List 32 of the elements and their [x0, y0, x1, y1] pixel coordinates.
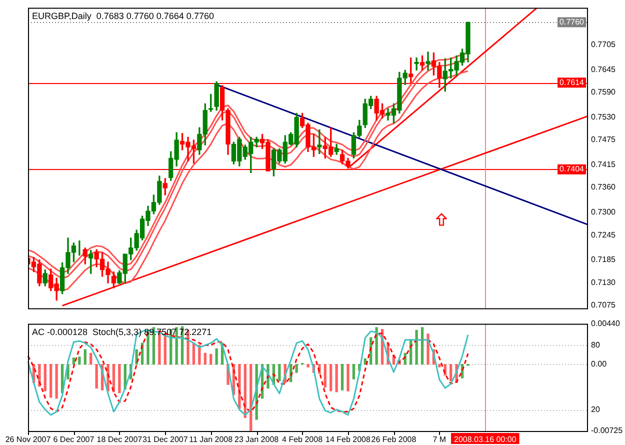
- y-tick-label: 0.00440: [591, 319, 620, 328]
- x-tick-label: 26 Nov 2007: [5, 435, 52, 444]
- chart-title: EURGBP,Daily 0.7683 0.7760 0.7664 0.7760: [32, 10, 214, 21]
- x-tick-label: 23 Jan 2008: [234, 435, 280, 444]
- x-tick-label: 2008.03.16 00:00: [454, 435, 517, 444]
- y-tick-label: 0.7300: [591, 208, 616, 217]
- y-tick-label: 0.7590: [591, 88, 616, 97]
- y-tick-label: 0.7705: [591, 40, 616, 50]
- x-tick-label: 6 Dec 2007: [53, 435, 95, 444]
- x-tick-label: 4 Feb 2008: [282, 435, 324, 444]
- x-tick-label: 18 Dec 2007: [96, 435, 143, 444]
- y-tick-label: 0.00: [591, 359, 608, 368]
- x-tick-label: 7 M: [432, 435, 446, 444]
- ref-line-label: 0.7614: [560, 78, 585, 87]
- y-tick-label: 0.7130: [591, 278, 616, 287]
- ref-line-label: 0.7760: [560, 17, 585, 26]
- y-tick-label: 0.7185: [591, 255, 616, 264]
- y-tick-label: 0.7475: [591, 135, 616, 144]
- y-tick-label: 0.7645: [591, 64, 616, 74]
- y-tick-label: 0.7530: [591, 112, 616, 122]
- y2-tick-label: 20: [591, 404, 600, 414]
- x-tick-label: 11 Jan 2008: [189, 435, 234, 444]
- x-tick-label: 31 Dec 2007: [142, 435, 188, 444]
- y-tick-label: 0.7415: [591, 160, 616, 170]
- x-tick-label: 26 Feb 2008: [371, 435, 417, 444]
- y-tick-label: 0.7360: [591, 182, 616, 192]
- y-tick-label: 0.7245: [591, 230, 616, 240]
- y-tick-label: 0.7075: [591, 300, 616, 310]
- x-tick-label: 14 Feb 2008: [326, 435, 372, 444]
- y2-tick-label: 80: [591, 340, 600, 350]
- ref-line-label: 0.7404: [560, 164, 585, 174]
- y-tick-label: -0.00725: [591, 426, 624, 436]
